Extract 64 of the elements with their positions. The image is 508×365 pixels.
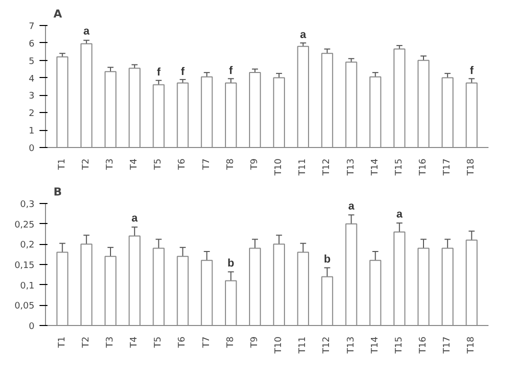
chart-title: A [54, 8, 62, 20]
x-tick-label: T14 [370, 336, 380, 354]
y-tick-label: 7 [28, 22, 35, 32]
x-tick-label: T15 [394, 336, 404, 354]
x-tick-label: T6 [178, 158, 188, 171]
y-tick-label: 6 [28, 39, 35, 50]
y-tick-label: 2 [28, 109, 35, 120]
x-tick-label: T4 [130, 336, 140, 349]
x-tick-label: T15 [394, 158, 404, 176]
x-tick-label: T11 [298, 336, 308, 354]
x-tick-label: T16 [418, 158, 428, 176]
y-tick-label: 1 [28, 126, 35, 137]
x-tick-label: T8 [226, 336, 236, 349]
x-tick-label: T5 [154, 158, 164, 171]
x-tick-label: T10 [274, 158, 284, 176]
y-tick-label: 3 [28, 92, 35, 102]
x-tick-label: T13 [346, 336, 356, 354]
annotation: a [396, 208, 404, 221]
annotation: f [229, 64, 234, 77]
y-tick-label: 4 [28, 74, 35, 84]
annotation: a [83, 26, 90, 38]
x-tick-label: T18 [466, 158, 477, 176]
x-tick-label: T12 [322, 336, 332, 354]
x-tick-label: T7 [202, 336, 212, 349]
x-tick-label: T16 [418, 336, 428, 354]
y-tick-label: 0 [28, 144, 35, 154]
annotation: a [132, 212, 139, 225]
x-tick-label: T17 [442, 158, 453, 176]
annotation: f [470, 64, 474, 77]
annotation: b [324, 253, 331, 266]
x-tick-label: T2 [81, 336, 92, 349]
x-tick-label: T3 [106, 158, 116, 171]
y-tick-label: 0,25 [14, 220, 35, 230]
annotation: a [300, 29, 308, 42]
y-tick-label: 0,15 [14, 261, 35, 271]
x-tick-label: T13 [346, 158, 356, 176]
x-tick-label: T6 [178, 336, 188, 349]
annotation: f [180, 66, 185, 78]
x-tick-label: T8 [226, 158, 236, 171]
annotation: f [156, 66, 161, 79]
x-tick-label: T9 [250, 158, 260, 171]
x-tick-label: T11 [298, 158, 308, 176]
x-tick-label: T7 [202, 158, 212, 171]
x-tick-label: T9 [250, 336, 260, 349]
x-tick-label: T10 [274, 336, 284, 354]
chart-title: B [54, 186, 62, 198]
x-tick-label: T3 [106, 336, 116, 349]
x-tick-label: T18 [466, 336, 477, 354]
x-tick-label: T1 [57, 158, 68, 171]
x-tick-label: T5 [154, 336, 164, 349]
y-tick-label: 0,3 [20, 200, 35, 210]
x-tick-label: T4 [130, 158, 140, 171]
annotation: a [348, 200, 356, 212]
y-tick-label: 0,05 [14, 302, 35, 312]
x-tick-label: T12 [322, 158, 332, 176]
y-tick-label: 5 [28, 56, 35, 67]
y-tick-label: 0 [28, 322, 35, 332]
annotation: b [228, 257, 235, 270]
x-tick-label: T17 [442, 336, 453, 354]
x-tick-label: T2 [81, 158, 92, 171]
x-tick-label: T1 [57, 336, 68, 349]
x-tick-label: T14 [370, 158, 380, 176]
y-tick-label: 0,1 [20, 281, 35, 292]
y-tick-label: 0,2 [20, 240, 35, 251]
